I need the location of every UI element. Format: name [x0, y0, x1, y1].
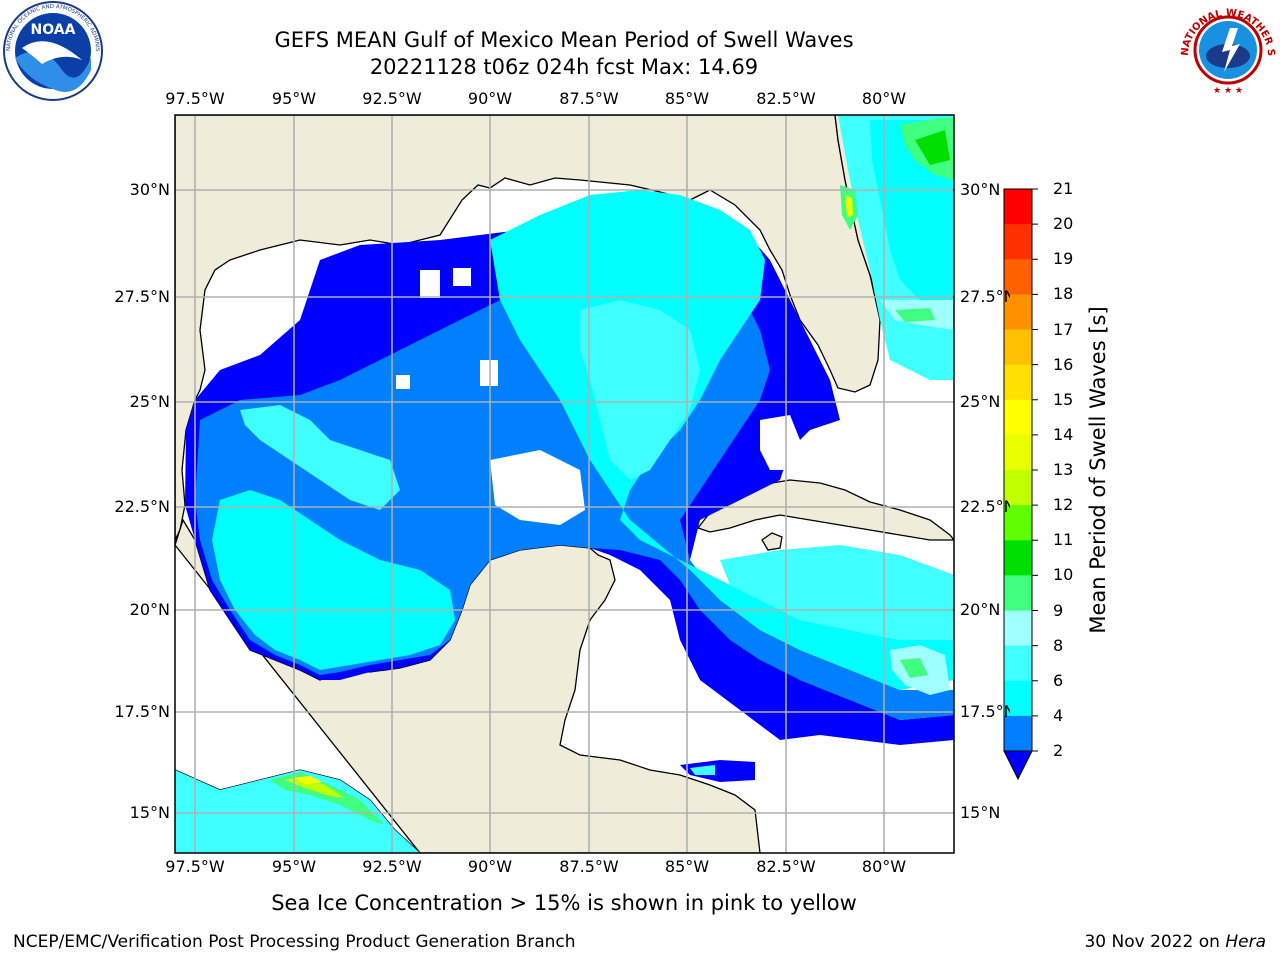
run-date: 30 Nov 2022 on Hera — [1084, 932, 1266, 952]
map-frame — [174, 114, 955, 854]
longitude-label: 90°W — [467, 857, 513, 876]
colorbar-tick-label: 17 — [1053, 319, 1074, 339]
colorbar-segment — [1004, 645, 1032, 682]
longitude-label: 92.5°W — [362, 857, 422, 876]
longitude-label: 82.5°W — [756, 857, 816, 876]
longitude-label: 95°W — [271, 857, 317, 876]
colorbar-segment — [1004, 470, 1032, 506]
colorbar-segment — [1004, 540, 1032, 576]
colorbar-tick-label: 21 — [1053, 179, 1074, 198]
colorbar-tick-label: 2 — [1053, 741, 1064, 760]
colorbar — [1003, 188, 1038, 781]
colorbar-segment — [1004, 399, 1032, 436]
colorbar-tick-label: 19 — [1053, 249, 1074, 269]
latitude-label: 15°N — [129, 803, 170, 822]
latitude-label: 17.5°N — [960, 702, 1010, 721]
colorbar-segment — [1004, 259, 1032, 295]
colorbar-label: Mean Period of Swell Waves [s] — [1086, 306, 1110, 634]
colorbar-segment — [1004, 575, 1032, 611]
latitude-label: 30°N — [129, 180, 170, 199]
longitude-label: 80°W — [861, 857, 907, 876]
latitude-label: 20°N — [129, 600, 170, 619]
latitude-label: 27.5°N — [114, 287, 170, 306]
noaa-logo: NOAA NATIONAL OCEANIC AND ATMOSPHERIC AD… — [2, 0, 103, 101]
colorbar-tick-label: 4 — [1053, 705, 1064, 725]
run-host: Hera — [1225, 932, 1266, 952]
latitude-label: 20°N — [960, 600, 1001, 619]
latitude-label: 30°N — [960, 180, 1001, 199]
sea-ice-note: Sea Ice Concentration > 15% is shown in … — [271, 891, 857, 915]
latitude-label: 22.5°N — [960, 497, 1010, 516]
map-gridlines — [175, 115, 954, 853]
run-date-text: 30 Nov 2022 on — [1084, 932, 1220, 952]
colorbar-tick-label: 11 — [1053, 530, 1074, 550]
map-title: GEFS MEAN Gulf of Mexico Mean Period of … — [274, 28, 854, 52]
nws-logo: NATIONAL WEATHER SERVICE ★ ★ ★ — [1178, 0, 1276, 97]
colorbar-segment — [1004, 505, 1032, 541]
latitude-label: 22.5°N — [114, 497, 170, 516]
colorbar-tick-label: 18 — [1053, 284, 1074, 304]
colorbar-tick-label: 8 — [1053, 635, 1064, 655]
credit-text: NCEP/EMC/Verification Post Processing Pr… — [13, 932, 576, 952]
colorbar-segment — [1004, 224, 1032, 260]
longitude-label: 87.5°W — [559, 89, 619, 108]
longitude-label: 82.5°W — [756, 89, 816, 108]
noaa-logo-text: NOAA — [31, 22, 76, 38]
colorbar-segment — [1004, 364, 1032, 401]
colorbar-segment — [1004, 294, 1032, 330]
colorbar-segment — [1004, 715, 1032, 752]
colorbar-tick-label: 20 — [1053, 214, 1074, 234]
latitude-label: 15°N — [960, 803, 1001, 822]
longitude-label: 95°W — [271, 89, 317, 108]
colorbar-tick-label: 6 — [1053, 670, 1064, 690]
longitude-label: 85°W — [664, 89, 710, 108]
svg-text:★ ★ ★: ★ ★ ★ — [1213, 86, 1243, 96]
longitude-label: 97.5°W — [165, 89, 225, 108]
longitude-label: 97.5°W — [165, 857, 225, 876]
colorbar-tick-label: 16 — [1053, 354, 1074, 374]
colorbar-tick-label: 15 — [1053, 389, 1074, 409]
latitude-label: 25°N — [960, 392, 1001, 411]
latitude-label: 25°N — [129, 392, 170, 411]
colorbar-tick-label: 13 — [1053, 460, 1074, 479]
longitude-label: 85°W — [664, 857, 710, 876]
colorbar-tick-label: 10 — [1053, 565, 1074, 585]
longitude-label: 90°W — [467, 89, 513, 108]
colorbar-segment — [1004, 434, 1032, 471]
map-subtitle: 20221128 t06z 024h fcst Max: 14.69 — [369, 55, 759, 79]
colorbar-tick-label: 9 — [1053, 600, 1064, 620]
latitude-label: 27.5°N — [960, 287, 1010, 306]
colorbar-segment — [1004, 610, 1032, 647]
longitude-label: 87.5°W — [559, 857, 619, 876]
colorbar-segment — [1004, 680, 1032, 717]
colorbar-extend-triangle — [1003, 750, 1033, 781]
colorbar-tick-label: 12 — [1053, 495, 1074, 515]
longitude-label: 80°W — [861, 89, 907, 108]
latitude-label: 17.5°N — [114, 702, 170, 721]
longitude-label: 92.5°W — [362, 89, 422, 108]
colorbar-segment — [1004, 329, 1032, 366]
colorbar-segment — [1004, 189, 1032, 225]
colorbar-tick-label: 14 — [1053, 424, 1074, 444]
